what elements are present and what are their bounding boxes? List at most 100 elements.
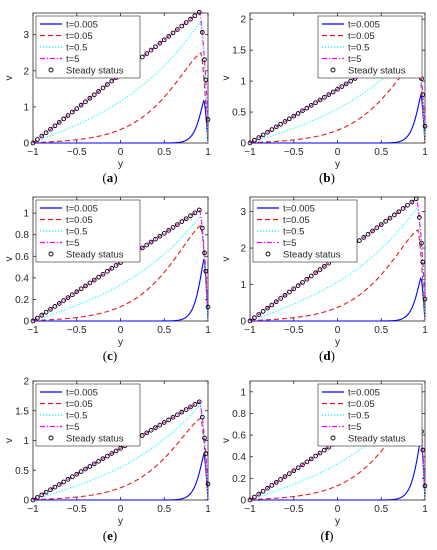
steady-status-marker bbox=[400, 206, 406, 211]
steady-status-marker bbox=[330, 89, 336, 95]
steady-status-marker bbox=[192, 13, 198, 19]
steady-status-marker bbox=[202, 435, 207, 441]
steady-status-marker bbox=[157, 233, 163, 239]
series-t05-line bbox=[249, 206, 426, 322]
steady-status-marker bbox=[247, 140, 253, 146]
steady-status-marker bbox=[175, 412, 180, 418]
steady-status-marker bbox=[61, 479, 66, 485]
steady-status-marker bbox=[304, 105, 310, 111]
steady-status-marker bbox=[35, 495, 40, 500]
steady-status-marker bbox=[188, 16, 193, 22]
steady-status-marker bbox=[78, 102, 84, 108]
steady-status-marker bbox=[370, 228, 375, 234]
steady-status-marker bbox=[335, 86, 340, 92]
steady-status-marker bbox=[365, 231, 371, 237]
steady-status-marker bbox=[300, 462, 305, 468]
legend-box bbox=[252, 199, 358, 263]
y-tick-label: 0.2 bbox=[232, 474, 246, 485]
legend-entry: t=5 bbox=[66, 54, 79, 65]
steady-status-marker bbox=[65, 295, 71, 300]
legend-swatch bbox=[265, 251, 271, 257]
steady-status-marker bbox=[43, 309, 49, 315]
steady-status-marker bbox=[113, 448, 119, 454]
panel-d: −1 −0.5 0 0.5 1 0 1 2 3 y v t=0.005t=0.05t=0.5t=5St… bbox=[221, 196, 428, 363]
x-tick-label: −0.5 bbox=[67, 325, 87, 336]
steady-status-marker bbox=[422, 123, 428, 129]
legend-swatch bbox=[48, 251, 54, 257]
steady-status-marker bbox=[153, 236, 158, 242]
y-tick-label: 1 bbox=[240, 280, 246, 291]
y-tick-label: 2 bbox=[240, 15, 246, 26]
y-tick-label: 0 bbox=[240, 139, 246, 150]
legend-entry: t=0.05 bbox=[348, 399, 375, 410]
series-t0005-line bbox=[250, 437, 426, 501]
steady-status-marker bbox=[287, 471, 292, 476]
steady-status-marker bbox=[313, 100, 318, 106]
steady-status-marker bbox=[83, 283, 88, 289]
steady-status-marker bbox=[109, 451, 115, 456]
steady-status-marker bbox=[265, 129, 270, 135]
steady-status-marker bbox=[256, 312, 262, 317]
steady-status-marker bbox=[148, 239, 154, 245]
legend-entry: t=0.05 bbox=[66, 215, 93, 226]
steady-status-marker bbox=[322, 263, 327, 269]
steady-status-marker bbox=[105, 268, 110, 274]
steady-status-marker bbox=[144, 430, 150, 436]
steady-status-marker bbox=[295, 111, 301, 116]
x-tick-label: 1 bbox=[422, 325, 428, 336]
steady-status-marker bbox=[105, 453, 110, 459]
y-tick-label: 1 bbox=[240, 77, 246, 88]
steady-status-marker bbox=[70, 109, 75, 115]
steady-status-marker bbox=[192, 210, 198, 216]
y-tick-label: 0 bbox=[240, 496, 246, 507]
y-tick-label: 0.5 bbox=[15, 466, 29, 477]
steady-status-marker bbox=[43, 130, 49, 136]
steady-status-marker bbox=[100, 85, 106, 91]
x-tick-label: 1 bbox=[422, 147, 428, 158]
steady-status-marker bbox=[247, 318, 253, 324]
y-axis-label: v bbox=[4, 257, 15, 262]
y-tick-label: 0 bbox=[23, 139, 29, 150]
steady-status-marker bbox=[87, 464, 93, 469]
legend-entry: t=0.5 bbox=[66, 227, 87, 238]
steady-status-marker bbox=[203, 77, 209, 83]
legend-entry: t=0.05 bbox=[348, 31, 375, 42]
steady-status-marker bbox=[70, 474, 75, 480]
steady-status-marker bbox=[317, 267, 323, 272]
legend-entry: t=5 bbox=[348, 422, 361, 433]
steady-status-marker bbox=[420, 92, 426, 98]
steady-status-marker bbox=[202, 250, 207, 256]
steady-status-marker bbox=[157, 422, 163, 428]
steady-status-marker bbox=[170, 225, 176, 230]
x-tick-label: 0.5 bbox=[157, 325, 171, 336]
legend-swatch bbox=[48, 67, 54, 73]
steady-status-marker bbox=[260, 488, 266, 494]
steady-status-marker bbox=[265, 485, 270, 491]
steady-status-marker bbox=[161, 420, 167, 425]
steady-status-marker bbox=[260, 132, 266, 138]
steady-status-marker bbox=[196, 207, 202, 213]
legend-box bbox=[317, 15, 423, 79]
steady-status-marker bbox=[308, 103, 314, 108]
steady-status-marker bbox=[422, 483, 428, 489]
steady-status-marker bbox=[70, 292, 75, 298]
steady-status-marker bbox=[419, 240, 424, 246]
steady-status-marker bbox=[422, 296, 428, 302]
y-tick-label: 0.6 bbox=[15, 252, 29, 263]
legend-entry: Steady status bbox=[283, 250, 341, 261]
steady-status-marker bbox=[260, 309, 266, 314]
y-tick-label: 1 bbox=[240, 387, 246, 398]
series-t0005-line bbox=[33, 453, 209, 501]
steady-status-marker bbox=[30, 140, 36, 146]
panel-label: (d) bbox=[319, 348, 335, 363]
series-t05-line bbox=[32, 215, 209, 322]
steady-status-marker bbox=[374, 225, 380, 231]
x-tick-label: −1 bbox=[27, 147, 39, 158]
series-t005-line bbox=[249, 229, 426, 322]
steady-status-marker bbox=[291, 286, 297, 292]
legend-entry: Steady status bbox=[66, 66, 124, 77]
steady-status-marker bbox=[140, 245, 145, 251]
legend-entry: t=0.5 bbox=[348, 411, 369, 422]
